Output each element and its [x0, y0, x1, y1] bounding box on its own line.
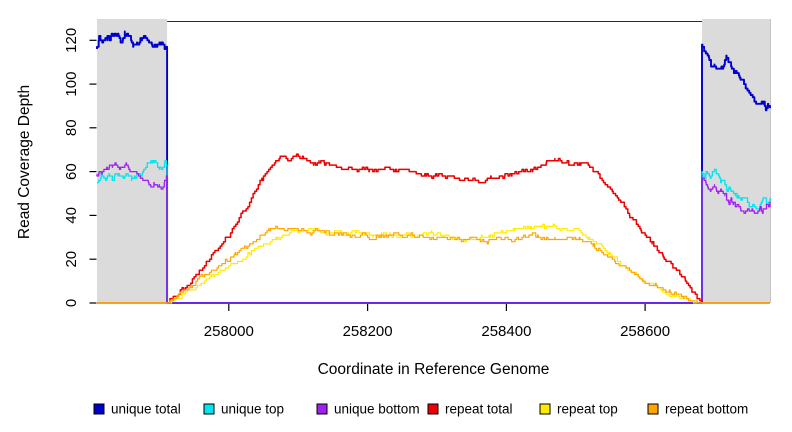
y-axis-tick-label: 60 — [63, 163, 80, 180]
legend-swatch-repeat-bottom — [647, 403, 659, 415]
y-axis-tick-label: 100 — [63, 72, 80, 97]
series-line-unique-top — [97, 160, 771, 304]
legend-swatch-unique-bottom — [316, 403, 328, 415]
legend-swatch-unique-top — [203, 403, 215, 415]
legend-label-repeat-bottom: repeat bottom — [665, 402, 748, 417]
y-axis-tick-label: 40 — [63, 207, 80, 224]
x-axis-label: Coordinate in Reference Genome — [318, 361, 550, 378]
x-axis-tick-label: 258400 — [481, 323, 531, 340]
series-line-unique-bottom — [96, 162, 771, 304]
series-line-repeat-total — [97, 153, 770, 304]
series-line-unique-total — [96, 30, 771, 304]
x-axis-tick-label: 258000 — [204, 323, 254, 340]
legend-swatch-repeat-total — [427, 403, 439, 415]
series-line-repeat-bottom — [97, 225, 770, 304]
legend-swatch-unique-total — [93, 403, 105, 415]
legend-label-unique-bottom: unique bottom — [334, 402, 420, 417]
y-axis-label: Read Coverage Depth — [16, 85, 33, 239]
y-axis-tick-label: 80 — [63, 119, 80, 136]
legend-swatch-repeat-top — [539, 403, 551, 415]
legend-label-unique-top: unique top — [221, 402, 284, 417]
y-axis-tick-label: 120 — [63, 28, 80, 53]
y-axis-tick-label: 0 — [63, 299, 80, 307]
shaded-region — [702, 19, 770, 303]
legend-label-unique-total: unique total — [111, 402, 181, 417]
x-axis-tick-label: 258600 — [620, 323, 670, 340]
legend-label-repeat-top: repeat top — [557, 402, 618, 417]
x-axis-tick-label: 258200 — [343, 323, 393, 340]
y-axis-tick-label: 20 — [63, 251, 80, 268]
legend-label-repeat-total: repeat total — [445, 402, 513, 417]
